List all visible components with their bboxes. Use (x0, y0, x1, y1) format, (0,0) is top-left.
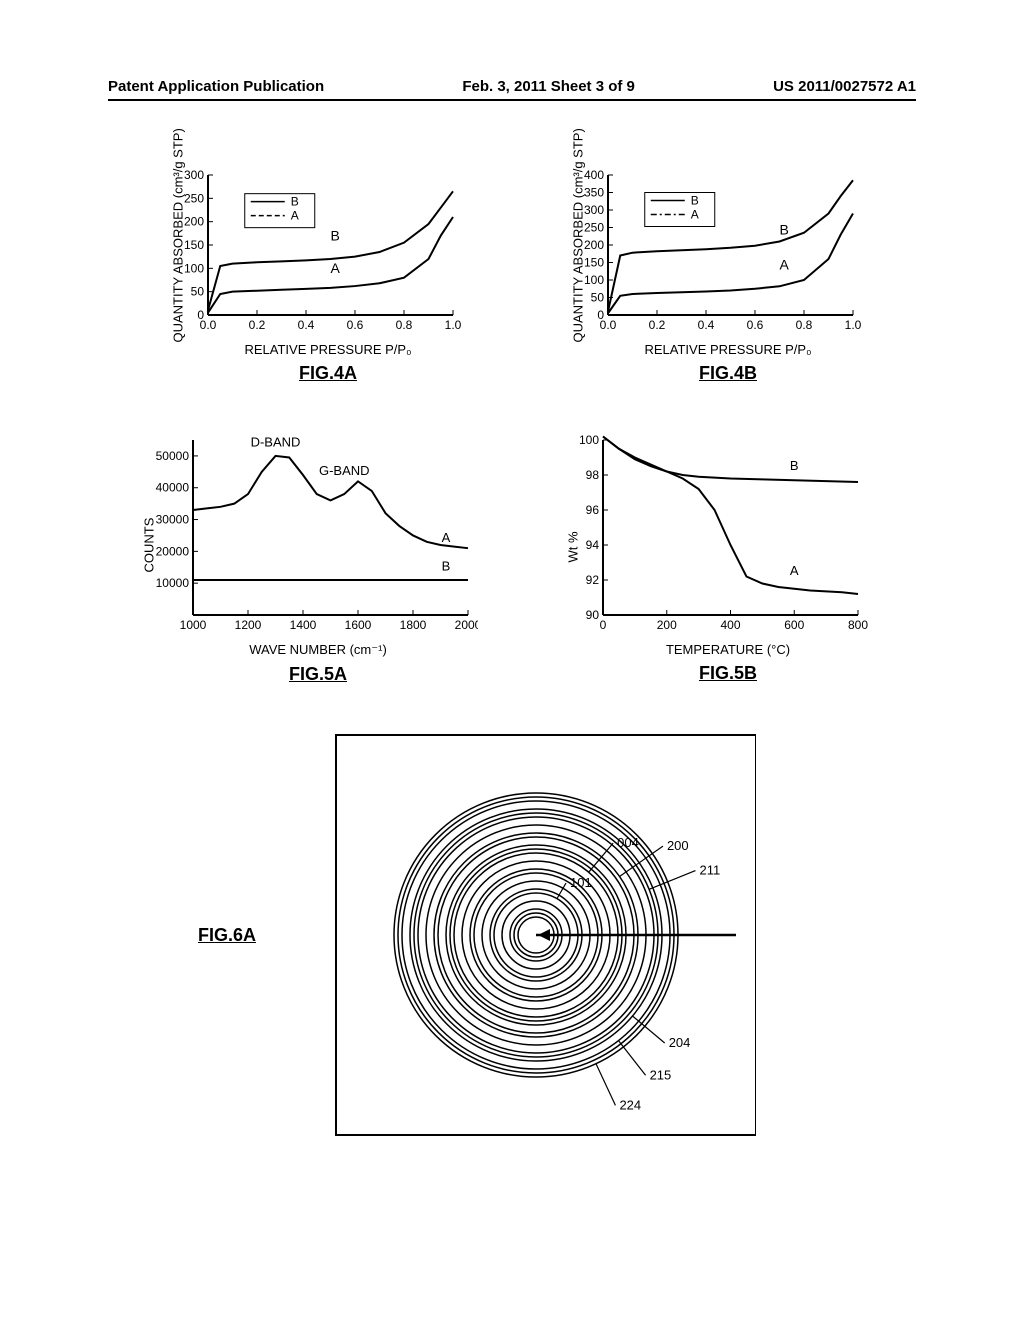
svg-text:200: 200 (657, 618, 677, 632)
svg-text:B: B (331, 227, 340, 243)
svg-text:1400: 1400 (290, 618, 317, 632)
svg-text:10000: 10000 (156, 576, 190, 590)
svg-text:600: 600 (784, 618, 804, 632)
svg-text:G-BAND: G-BAND (319, 463, 370, 478)
svg-text:1000: 1000 (180, 618, 207, 632)
svg-text:50000: 50000 (156, 449, 190, 463)
fig5b-xlabel: TEMPERATURE (°C) (558, 642, 898, 657)
svg-text:40000: 40000 (156, 481, 190, 495)
fig5a-ylabel: COUNTS (142, 503, 157, 573)
svg-text:92: 92 (586, 573, 600, 587)
svg-text:100: 100 (184, 261, 204, 275)
svg-text:50: 50 (591, 291, 605, 305)
fig4b-chart: 0.00.20.40.60.81.00501001502002503003504… (563, 165, 863, 340)
svg-text:0.4: 0.4 (698, 318, 715, 332)
svg-text:1200: 1200 (235, 618, 262, 632)
svg-text:0: 0 (597, 308, 604, 322)
fig4a-title: FIG.4A (163, 363, 493, 384)
fig-5b: Wt % 0 200 400 600 800 90 92 94 96 98 100 B A TEMPER… (558, 430, 898, 684)
svg-text:90: 90 (586, 608, 600, 622)
svg-text:0.2: 0.2 (649, 318, 666, 332)
svg-text:250: 250 (584, 221, 604, 235)
fig4a-chart: 0.00.20.40.60.81.0050100150200250300ABBA (163, 165, 463, 340)
svg-text:A: A (291, 209, 299, 223)
svg-text:30000: 30000 (156, 513, 190, 527)
svg-text:B: B (790, 458, 799, 473)
fig4b-title: FIG.4B (563, 363, 893, 384)
fig-6a: FIG.6A 101 004 200 211 204 215 224 (198, 725, 848, 1145)
svg-text:350: 350 (584, 186, 604, 200)
svg-text:101: 101 (570, 875, 592, 890)
svg-text:B: B (780, 222, 789, 238)
svg-text:A: A (691, 208, 699, 222)
svg-text:204: 204 (669, 1035, 691, 1050)
svg-text:1.0: 1.0 (445, 318, 462, 332)
page-header: Patent Application Publication Feb. 3, 2… (108, 78, 916, 101)
svg-text:0.2: 0.2 (249, 318, 266, 332)
svg-text:215: 215 (650, 1067, 672, 1082)
svg-text:1800: 1800 (400, 618, 427, 632)
svg-text:200: 200 (184, 215, 204, 229)
header-left: Patent Application Publication (108, 78, 324, 95)
svg-text:0.4: 0.4 (298, 318, 315, 332)
svg-text:224: 224 (619, 1097, 641, 1112)
fig5b-ylabel: Wt % (566, 513, 581, 563)
svg-text:1.0: 1.0 (845, 318, 862, 332)
svg-text:300: 300 (584, 203, 604, 217)
svg-text:211: 211 (699, 863, 720, 878)
svg-text:A: A (780, 257, 790, 273)
svg-text:100: 100 (584, 273, 604, 287)
svg-text:B: B (691, 194, 699, 208)
svg-text:004: 004 (617, 835, 639, 850)
fig4a-ylabel: QUANTITY ABSORBED (cm³/g STP) (171, 173, 186, 343)
svg-text:0: 0 (197, 308, 204, 322)
svg-text:0: 0 (600, 618, 607, 632)
svg-text:B: B (442, 558, 451, 573)
svg-text:250: 250 (184, 191, 204, 205)
svg-text:200: 200 (584, 238, 604, 252)
svg-text:400: 400 (584, 168, 604, 182)
svg-text:0.8: 0.8 (396, 318, 413, 332)
fig-4b: QUANTITY ABSORBED (cm³/g STP) 0.00.20.40… (563, 165, 893, 384)
fig4b-xlabel: RELATIVE PRESSURE P/P₀ (563, 342, 893, 357)
header-right: US 2011/0027572 A1 (773, 78, 916, 95)
svg-text:0.6: 0.6 (347, 318, 364, 332)
fig5a-xlabel: WAVE NUMBER (cm⁻¹) (138, 642, 498, 658)
svg-text:800: 800 (848, 618, 868, 632)
fig5b-chart: 0 200 400 600 800 90 92 94 96 98 100 B A (558, 430, 868, 640)
svg-text:B: B (291, 195, 299, 209)
svg-text:100: 100 (579, 433, 599, 447)
svg-text:50: 50 (191, 285, 205, 299)
fig4a-xlabel: RELATIVE PRESSURE P/P₀ (163, 342, 493, 357)
fig5a-chart: 1000 1200 1400 1600 1800 2000 10000 20000 30000 4… (138, 430, 478, 640)
svg-text:94: 94 (586, 538, 600, 552)
svg-text:400: 400 (720, 618, 740, 632)
svg-text:98: 98 (586, 468, 600, 482)
svg-text:2000: 2000 (455, 618, 478, 632)
fig4b-ylabel: QUANTITY ABSORBED (cm³/g STP) (571, 173, 586, 343)
svg-text:A: A (331, 260, 341, 276)
svg-text:96: 96 (586, 503, 600, 517)
svg-text:D-BAND: D-BAND (251, 434, 301, 449)
svg-text:A: A (790, 563, 799, 578)
svg-text:0.6: 0.6 (747, 318, 764, 332)
fig5b-title: FIG.5B (558, 663, 898, 684)
svg-text:0.8: 0.8 (796, 318, 813, 332)
fig-4a: QUANTITY ABSORBED (cm³/g STP) 0.00.20.40… (163, 165, 493, 384)
svg-text:20000: 20000 (156, 544, 190, 558)
svg-text:150: 150 (584, 256, 604, 270)
svg-text:1600: 1600 (345, 618, 372, 632)
svg-text:150: 150 (184, 238, 204, 252)
fig6a-title: FIG.6A (198, 925, 256, 946)
svg-text:A: A (442, 530, 451, 545)
fig6a-diagram: 101 004 200 211 204 215 224 (296, 725, 756, 1145)
header-center: Feb. 3, 2011 Sheet 3 of 9 (462, 78, 635, 95)
svg-text:200: 200 (667, 838, 689, 853)
fig-5a: COUNTS 1000 1200 1400 1600 1800 2000 10000 2000… (138, 430, 498, 685)
figures-area: QUANTITY ABSORBED (cm³/g STP) 0.00.20.40… (108, 155, 916, 1205)
svg-text:300: 300 (184, 168, 204, 182)
fig5a-title: FIG.5A (138, 664, 498, 685)
